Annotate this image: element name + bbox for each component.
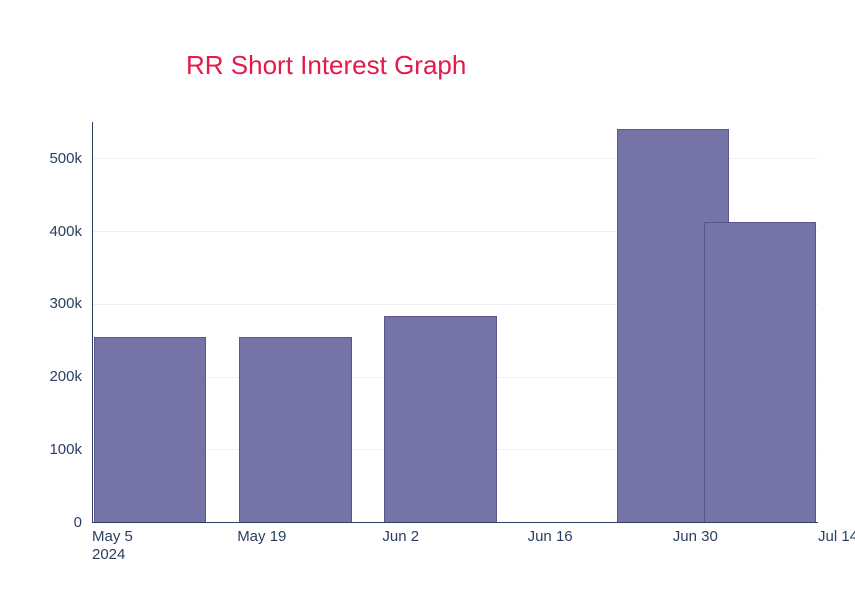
bar [94,337,207,522]
y-tick-label: 400k [49,223,82,240]
x-tick-label: May 5 [92,528,133,545]
x-tick-label: May 19 [237,528,286,545]
x-tick-label: Jun 30 [673,528,718,545]
x-axis-line [92,522,818,523]
chart-title: RR Short Interest Graph [186,50,466,81]
y-tick-label: 100k [49,441,82,458]
y-tick-label: 200k [49,368,82,385]
plot-area: 0100k200k300k400k500kMay 52024May 19Jun … [92,122,818,522]
x-tick-label: Jun 16 [528,528,573,545]
y-tick-label: 300k [49,295,82,312]
x-tick-label: Jun 2 [382,528,419,545]
x-tick-sublabel: 2024 [92,546,125,563]
chart-root: { "title": { "text": "RR Short Interest … [0,0,855,612]
bar [239,337,352,522]
bar [704,222,817,522]
x-tick-label: Jul 14 [818,528,855,545]
y-tick-label: 0 [74,514,82,531]
y-tick-label: 500k [49,150,82,167]
bar [384,316,497,522]
